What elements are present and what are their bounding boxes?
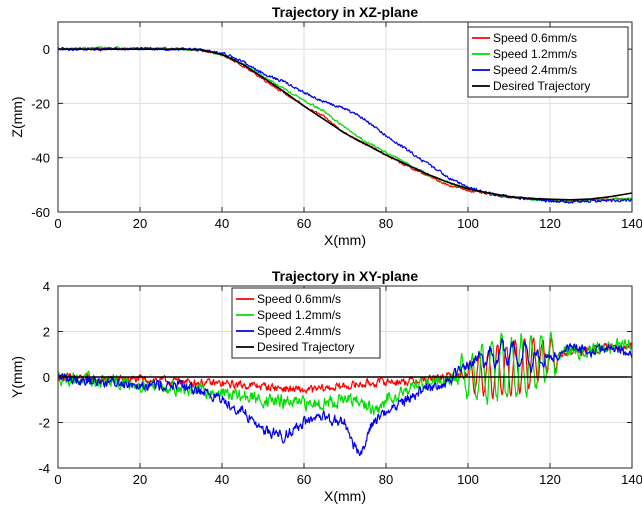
x-tick-label: 80 bbox=[379, 216, 393, 231]
x-axis-label: X(mm) bbox=[324, 488, 366, 504]
y-tick-label: 4 bbox=[43, 279, 50, 294]
series-line-1 bbox=[58, 337, 632, 400]
x-tick-label: 120 bbox=[539, 216, 561, 231]
axes-box bbox=[57, 21, 633, 213]
x-tick-label: 120 bbox=[539, 472, 561, 487]
plot-area bbox=[58, 331, 632, 457]
chart-1: 0 20 40 60 80 100 120 140 -60 -40 -20 0 Trajectory i… bbox=[9, 4, 642, 248]
y-tick-label: -60 bbox=[31, 205, 50, 220]
series-line-2 bbox=[58, 331, 632, 416]
legend-label: Speed 1.2mm/s bbox=[257, 308, 341, 322]
x-tick-label: 100 bbox=[457, 472, 479, 487]
x-tick-label: 0 bbox=[54, 472, 61, 487]
y-axis-label: Z(mm) bbox=[9, 96, 25, 137]
x-tick-label: 0 bbox=[54, 216, 61, 231]
plot-area bbox=[58, 46, 632, 204]
y-tick-label: -2 bbox=[38, 416, 50, 431]
y-tick-label: -20 bbox=[31, 96, 50, 111]
legend-label: Speed 2.4mm/s bbox=[493, 63, 577, 77]
series-line-3 bbox=[58, 337, 632, 457]
x-tick-label: 40 bbox=[215, 216, 229, 231]
series-line-4 bbox=[58, 48, 632, 201]
legend-box bbox=[231, 287, 381, 359]
y-tick-label: -4 bbox=[38, 461, 50, 476]
legend-label: Speed 0.6mm/s bbox=[257, 292, 341, 306]
x-tick-label: 140 bbox=[621, 472, 642, 487]
y-axis-label: Y(mm) bbox=[9, 356, 25, 398]
x-tick-label: 60 bbox=[297, 472, 311, 487]
legend: Speed 0.6mm/s Speed 1.2mm/s Speed 2.4mm/s D… bbox=[231, 287, 381, 359]
chart-2: 0 20 40 60 80 100 120 140 -4 -2 0 2 4 Trajectory in X… bbox=[9, 268, 642, 504]
series-line-2 bbox=[58, 46, 632, 203]
x-tick-label: 140 bbox=[621, 216, 642, 231]
y-tick-label: 2 bbox=[43, 325, 50, 340]
legend-label: Desired Trajectory bbox=[257, 340, 354, 354]
y-tick-label: 0 bbox=[43, 42, 50, 57]
legend-label: Speed 0.6mm/s bbox=[493, 31, 577, 45]
chart-title: Trajectory in XZ-plane bbox=[272, 4, 418, 20]
chart-title: Trajectory in XY-plane bbox=[272, 268, 418, 284]
legend-box bbox=[467, 26, 629, 98]
x-axis-label: X(mm) bbox=[324, 232, 366, 248]
x-tick-label: 80 bbox=[379, 472, 393, 487]
x-tick-label: 60 bbox=[297, 216, 311, 231]
legend-label: Speed 2.4mm/s bbox=[257, 324, 341, 338]
x-tick-label: 40 bbox=[215, 472, 229, 487]
legend-label: Desired Trajectory bbox=[493, 79, 590, 93]
x-tick-label: 20 bbox=[133, 472, 147, 487]
x-tick-label: 20 bbox=[133, 216, 147, 231]
legend-label: Speed 1.2mm/s bbox=[493, 47, 577, 61]
x-tick-label: 100 bbox=[457, 216, 479, 231]
y-tick-label: -40 bbox=[31, 151, 50, 166]
y-tick-label: 0 bbox=[43, 370, 50, 385]
legend: Speed 0.6mm/s Speed 1.2mm/s Speed 2.4mm/s D… bbox=[467, 26, 629, 98]
